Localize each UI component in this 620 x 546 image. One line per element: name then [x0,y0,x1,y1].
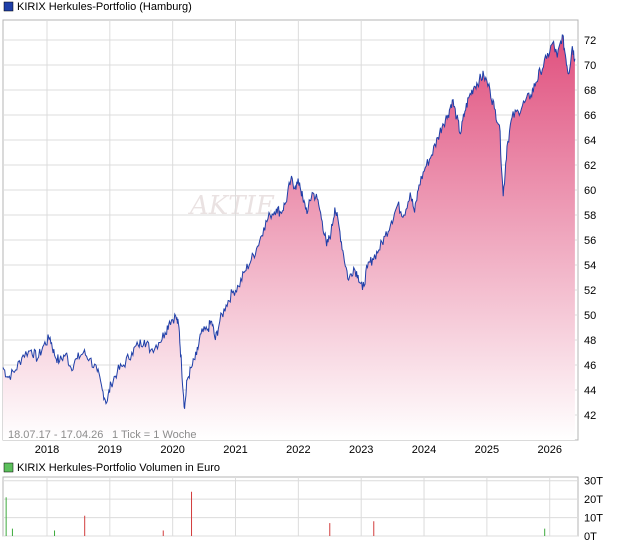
tick-interval-note: 1 Tick = 1 Woche [112,429,196,441]
x-tick-label: 2026 [537,444,561,456]
volume-plot-frame [2,476,579,537]
volume-y-axis: 0T 10T 20T 30T [584,476,603,543]
y-tick-label: 56 [584,235,596,247]
volume-bars [5,491,546,536]
volume-grid [3,477,578,537]
price-x-axis: 2018 2019 2020 2021 2022 2023 2024 2025 2026 [35,444,562,456]
x-tick-label: 2022 [286,444,310,456]
legend-swatch-volume [3,462,14,473]
volume-chart-title: KIRIX Herkules-Portfolio Volumen in Euro [17,462,220,474]
y-tick-label: 72 [584,35,596,47]
y-tick-label: 68 [584,85,596,97]
x-tick-label: 2021 [223,444,247,456]
price-line [2,34,576,409]
volume-plot: 0T 10T 20T 30T [2,476,603,543]
volume-y-tick-label: 10T [584,513,603,525]
volume-y-tick-label: 30T [584,476,603,488]
watermark-text: AKTIE [188,191,275,221]
price-area [3,35,575,440]
y-tick-label: 54 [584,260,596,272]
x-tick-label: 2018 [35,444,59,456]
y-tick-label: 44 [584,385,596,397]
volume-y-tick-label: 20T [584,494,603,506]
x-tick-label: 2024 [412,444,436,456]
y-tick-label: 50 [584,310,596,322]
y-tick-label: 62 [584,160,596,172]
x-tick-label: 2020 [160,444,184,456]
main-chart-title: KIRIX Herkules-Portfolio (Hamburg) [17,1,192,13]
y-tick-label: 66 [584,110,596,122]
price-plot: AKTIE 42 44 46 48 50 52 54 56 58 60 62 64 66 68 70 72 2… [2,19,596,456]
x-tick-label: 2025 [475,444,499,456]
date-range-label: 18.07.17 - 17.04.26 [8,429,103,441]
volume-y-tick-label: 0T [584,531,597,543]
y-tick-label: 60 [584,185,596,197]
y-tick-label: 46 [584,360,596,372]
price-y-axis: 42 44 46 48 50 52 54 56 58 60 62 64 66 68 70 72 [584,35,596,422]
y-tick-label: 48 [584,335,596,347]
y-tick-label: 52 [584,285,596,297]
x-tick-label: 2023 [349,444,373,456]
x-tick-label: 2019 [98,444,122,456]
legend-swatch-main [3,1,14,12]
y-tick-label: 42 [584,410,596,422]
y-tick-label: 70 [584,60,596,72]
y-tick-label: 58 [584,210,596,222]
y-tick-label: 64 [584,135,596,147]
